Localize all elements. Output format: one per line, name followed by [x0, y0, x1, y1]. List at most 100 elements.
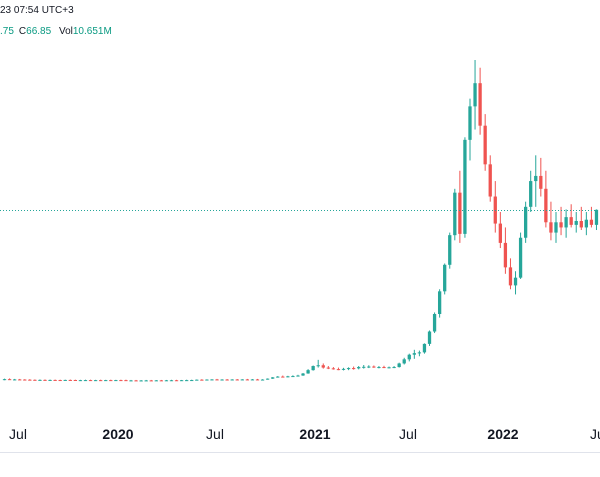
candle — [276, 376, 280, 378]
candle — [544, 170, 548, 228]
candle — [124, 379, 128, 382]
candle — [179, 379, 184, 382]
candle — [321, 363, 325, 369]
candle — [569, 204, 573, 228]
candle-body — [422, 343, 427, 353]
candle — [316, 359, 320, 368]
candle-body — [427, 331, 432, 344]
candle — [281, 375, 285, 378]
candle — [523, 201, 528, 243]
candle-body — [114, 380, 118, 382]
candle-body — [119, 380, 123, 382]
candle-body — [432, 313, 437, 332]
candle — [38, 379, 42, 381]
candle — [88, 379, 93, 382]
candle-body — [544, 188, 548, 223]
candle-body — [326, 367, 330, 369]
candle — [154, 380, 158, 382]
candle-body — [539, 175, 543, 189]
candle-body — [250, 379, 255, 381]
candle — [508, 258, 513, 290]
candle — [382, 365, 386, 369]
candle-body — [78, 380, 83, 382]
x-tick-label: 2020 — [102, 426, 133, 442]
candle — [255, 378, 260, 381]
candle — [78, 379, 83, 382]
candle-body — [351, 368, 356, 370]
candle — [235, 379, 239, 381]
candle-body — [149, 380, 153, 382]
candle-body — [109, 380, 113, 382]
candle — [468, 98, 472, 161]
candle-body — [584, 219, 588, 228]
candle — [114, 379, 118, 382]
candle-body — [488, 164, 492, 197]
candle-body — [225, 379, 229, 381]
candle-body — [124, 380, 128, 382]
candle-layer — [2, 60, 599, 382]
x-tick-label: Jul — [399, 426, 417, 442]
volume-label: Vol — [58, 26, 73, 37]
candle — [412, 349, 416, 359]
candle — [493, 181, 497, 233]
candle — [43, 379, 47, 381]
candle — [220, 379, 224, 381]
candle-body — [73, 379, 78, 381]
candle — [584, 211, 588, 236]
candle-body — [458, 192, 462, 234]
candle-body — [205, 379, 209, 381]
candle-body — [245, 379, 250, 381]
candle — [377, 366, 381, 369]
candle-body — [523, 206, 528, 238]
candle — [574, 211, 578, 233]
candle-body — [134, 380, 138, 382]
candle — [357, 366, 361, 370]
candle-body — [195, 379, 199, 381]
candle-body — [129, 380, 133, 382]
candle — [579, 206, 583, 231]
candle — [549, 201, 553, 241]
candle-body — [63, 379, 67, 381]
candle-body — [68, 379, 72, 381]
candle — [210, 379, 214, 381]
candle-body — [331, 368, 336, 370]
candle — [134, 379, 138, 382]
x-tick-label: 2022 — [487, 426, 518, 442]
candle — [432, 312, 437, 334]
candle-body — [417, 352, 422, 354]
candle-body — [392, 367, 396, 369]
candle — [174, 379, 179, 382]
candle-body — [28, 379, 32, 381]
candle — [195, 379, 199, 381]
candle — [200, 379, 204, 381]
candle — [362, 364, 366, 369]
candle — [422, 343, 427, 354]
candle — [104, 379, 108, 382]
header-partial-value: .75 — [0, 26, 14, 37]
candle-body — [265, 378, 270, 380]
candle — [93, 379, 98, 382]
candle — [73, 379, 78, 381]
candle-body — [473, 83, 477, 107]
candle — [448, 232, 452, 269]
candle-body — [412, 353, 416, 355]
candle — [554, 211, 558, 243]
candle-body — [18, 379, 22, 381]
candle — [594, 209, 599, 231]
candle — [260, 379, 265, 381]
x-tick-label: 2021 — [299, 426, 330, 442]
candle-body — [336, 369, 341, 371]
candle — [589, 206, 594, 228]
candle — [336, 367, 341, 371]
candle-body — [311, 366, 315, 371]
candle — [311, 365, 315, 371]
candle-body — [498, 223, 502, 243]
candle — [164, 379, 169, 382]
candle — [185, 379, 189, 382]
candle — [453, 188, 457, 241]
candle — [341, 367, 346, 371]
candle — [28, 379, 32, 381]
candle — [169, 379, 174, 382]
chart-header-ohlcv: .75 C66.85 Vol10.651M — [0, 25, 112, 39]
